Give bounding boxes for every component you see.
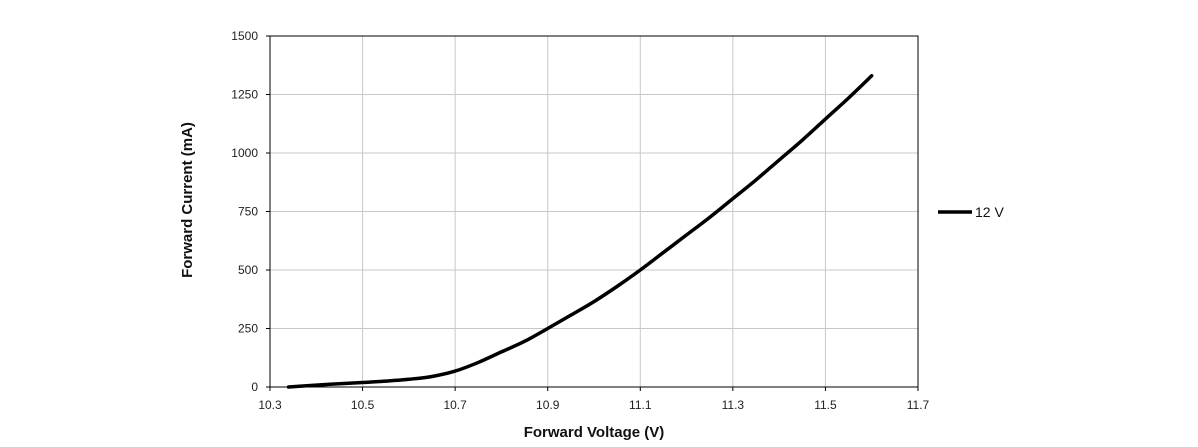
legend-label: 12 V — [975, 204, 1004, 220]
legend: 12 V — [938, 204, 1004, 220]
y-axis-title: Forward Current (mA) — [179, 122, 196, 278]
x-tick-label: 10.3 — [258, 398, 282, 412]
x-axis-title: Forward Voltage (V) — [524, 424, 665, 441]
x-tick-label: 11.1 — [629, 398, 652, 412]
y-axis-ticks: 0 250 500 750 1000 1250 1500 — [231, 29, 270, 394]
y-tick-label: 250 — [238, 322, 258, 336]
x-tick-label: 11.7 — [907, 398, 930, 412]
x-axis-ticks: 10.3 10.5 10.7 10.9 11.1 11.3 11.5 11.7 — [258, 387, 930, 412]
x-tick-label: 10.5 — [351, 398, 375, 412]
series-layer — [286, 74, 874, 389]
y-tick-label: 0 — [251, 380, 258, 394]
x-tick-label: 10.9 — [536, 398, 560, 412]
y-tick-label: 1250 — [231, 88, 258, 102]
y-tick-label: 1500 — [231, 29, 258, 43]
gridlines — [269, 35, 919, 388]
x-tick-label: 11.5 — [814, 398, 837, 412]
x-tick-label: 10.7 — [443, 398, 467, 412]
series-line — [286, 74, 874, 389]
x-tick-label: 11.3 — [722, 398, 745, 412]
y-tick-label: 1000 — [231, 146, 258, 160]
y-tick-label: 500 — [238, 263, 258, 277]
y-tick-label: 750 — [238, 205, 258, 219]
